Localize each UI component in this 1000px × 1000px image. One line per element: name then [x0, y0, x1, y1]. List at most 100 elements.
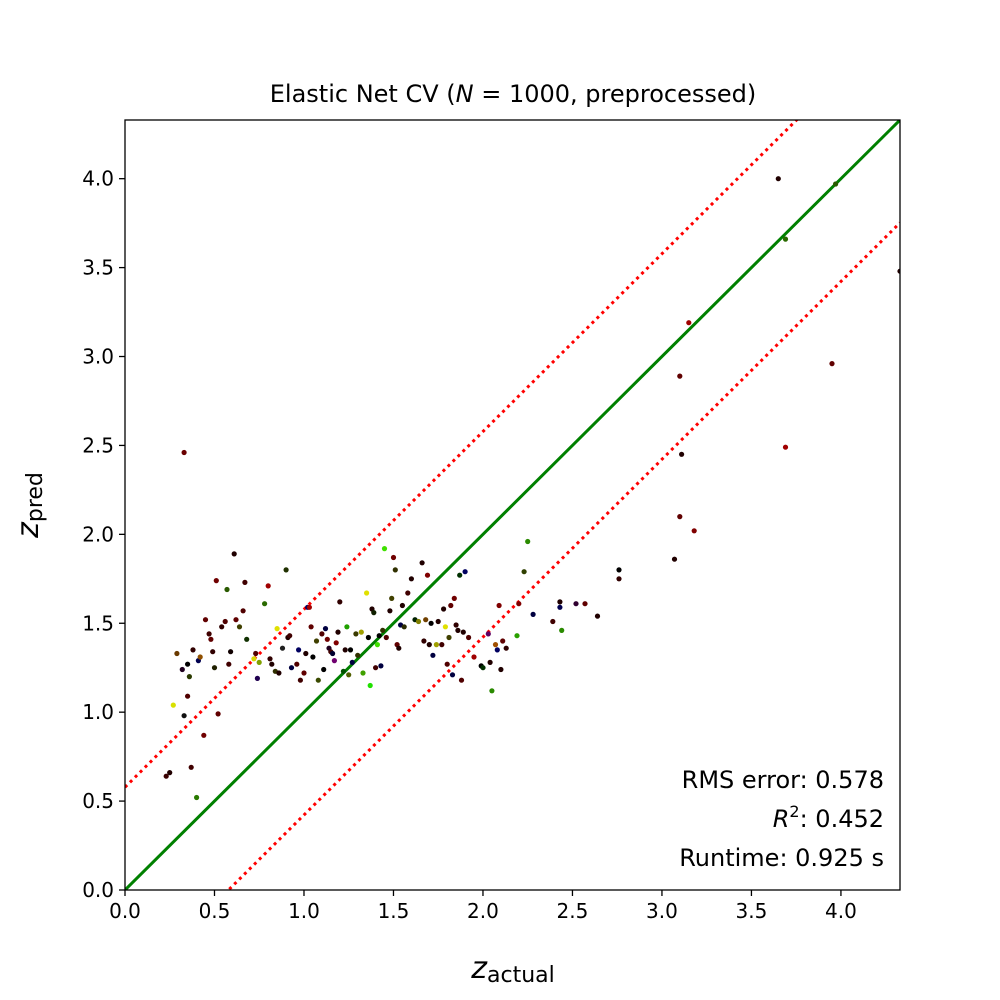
- data-point: [254, 675, 260, 682]
- data-point: [399, 602, 405, 609]
- data-point: [516, 601, 522, 607]
- data-point: [267, 656, 273, 662]
- x-tick-label: 2.0: [467, 899, 499, 923]
- data-point: [557, 604, 563, 610]
- data-point: [480, 665, 486, 671]
- data-point: [219, 624, 225, 630]
- data-point: [315, 677, 321, 683]
- data-point: [496, 602, 502, 609]
- y-tick-label: 2.5: [82, 433, 114, 457]
- data-point: [401, 624, 407, 630]
- data-point: [226, 661, 232, 667]
- data-point: [424, 572, 431, 578]
- data-point: [265, 583, 271, 589]
- data-point: [206, 631, 212, 637]
- lower-rms-line: [226, 221, 900, 890]
- data-point: [405, 590, 411, 596]
- data-point: [448, 602, 454, 609]
- data-point: [367, 682, 373, 689]
- y-tick-label: 1.0: [82, 700, 114, 724]
- data-point: [466, 634, 472, 641]
- data-point: [360, 670, 366, 676]
- x-tick-label: 2.5: [557, 899, 589, 923]
- data-point: [210, 649, 216, 655]
- rms-error-annotation: RMS error: 0.578: [682, 766, 884, 794]
- data-point: [458, 677, 465, 683]
- data-point: [389, 595, 395, 602]
- data-point: [503, 645, 509, 651]
- data-point: [233, 617, 239, 623]
- data-point: [321, 666, 327, 673]
- data-point: [301, 670, 307, 676]
- data-point: [775, 176, 781, 182]
- data-point: [530, 611, 536, 618]
- r2-annotation: R2: 0.452: [773, 802, 884, 833]
- data-point: [185, 693, 191, 699]
- data-point: [460, 629, 466, 635]
- x-tick-label: 1.5: [378, 899, 410, 923]
- data-point: [330, 650, 336, 657]
- data-point: [244, 636, 250, 642]
- data-point: [333, 640, 339, 646]
- data-point: [256, 659, 262, 666]
- data-point: [426, 642, 432, 648]
- data-point: [392, 567, 398, 573]
- data-point: [344, 624, 350, 630]
- data-point: [347, 647, 354, 653]
- data-point: [444, 661, 450, 667]
- data-point: [455, 627, 461, 634]
- runtime-annotation: Runtime: 0.925 s: [679, 844, 884, 872]
- y-tick-label: 4.0: [82, 167, 114, 191]
- data-point: [494, 647, 500, 653]
- data-point: [337, 599, 343, 605]
- data-point: [441, 606, 447, 612]
- data-point: [390, 554, 397, 561]
- data-point: [428, 620, 434, 626]
- data-point: [419, 560, 425, 566]
- data-point: [194, 794, 200, 801]
- data-point: [525, 538, 531, 545]
- data-point: [371, 610, 377, 616]
- data-point: [163, 773, 169, 779]
- data-point: [322, 626, 329, 632]
- data-point: [415, 618, 422, 625]
- data-point: [451, 595, 457, 602]
- data-point: [462, 569, 468, 575]
- data-point: [671, 556, 678, 562]
- data-point: [228, 649, 234, 655]
- data-point: [324, 636, 330, 642]
- data-point: [691, 528, 697, 534]
- data-point: [188, 764, 194, 770]
- data-point: [170, 702, 176, 708]
- data-point: [335, 629, 341, 635]
- data-point: [331, 658, 337, 664]
- data-point: [485, 631, 491, 637]
- chart-title: Elastic Net CV (N = 1000, preprocessed): [270, 80, 756, 108]
- data-point: [185, 661, 191, 667]
- data-point: [439, 642, 445, 648]
- data-point: [594, 613, 601, 619]
- data-point: [487, 659, 493, 666]
- data-point: [430, 652, 436, 658]
- data-point: [308, 624, 314, 630]
- data-point: [833, 181, 839, 187]
- data-point: [408, 576, 414, 582]
- data-point: [340, 668, 346, 674]
- data-point: [782, 236, 789, 242]
- data-point: [179, 666, 185, 673]
- x-axis-label: zactual: [470, 951, 555, 988]
- y-tick-label: 2.0: [82, 522, 114, 546]
- data-point: [346, 672, 352, 678]
- plot-frame: [124, 119, 901, 891]
- data-point: [433, 642, 439, 648]
- data-point: [294, 661, 300, 667]
- data-point: [782, 444, 789, 450]
- data-point: [378, 663, 384, 669]
- data-point: [383, 634, 389, 641]
- data-point: [514, 633, 520, 639]
- data-point: [421, 638, 427, 644]
- data-point: [313, 638, 320, 644]
- x-tick-label: 0.5: [199, 899, 231, 923]
- y-tick-label: 0.5: [82, 789, 114, 813]
